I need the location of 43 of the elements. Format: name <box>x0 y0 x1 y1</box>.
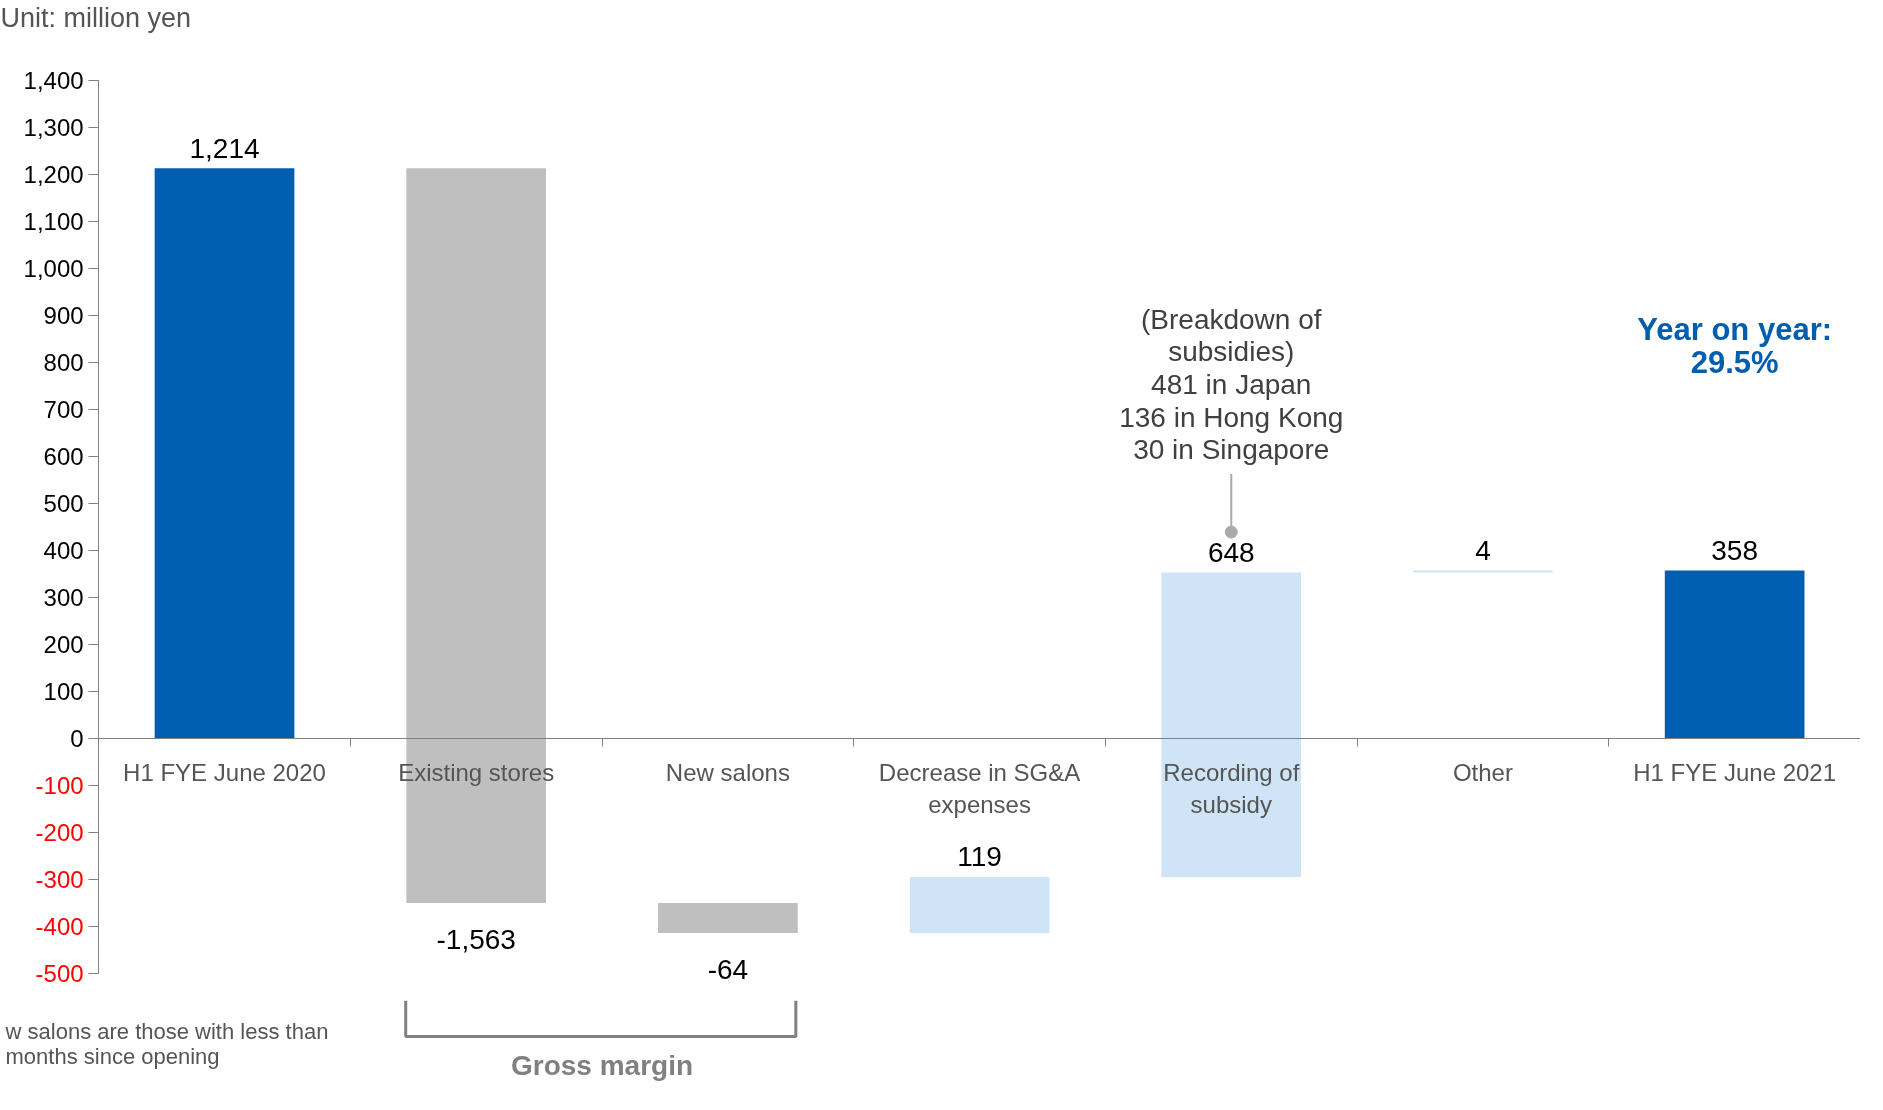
y-tick-label: 900 <box>43 302 84 330</box>
x-tick-label: Other <box>1452 758 1513 786</box>
y-tick-label: -100 <box>35 772 84 800</box>
data-label: 4 <box>1475 534 1491 566</box>
data-label: 119 <box>957 841 1002 873</box>
data-label: 358 <box>1711 534 1759 566</box>
y-tick-label: 0 <box>70 725 84 753</box>
data-label: -64 <box>707 953 749 985</box>
y-tick-label: 600 <box>43 443 84 471</box>
x-tick-label: H1 FYE June 2020 <box>123 758 326 786</box>
y-tick-label: -200 <box>35 819 84 847</box>
y-tick-label: 400 <box>43 537 84 565</box>
y-tick-label: 1,000 <box>23 255 84 283</box>
x-tick-label: New salons <box>665 758 790 786</box>
text: Gross margin <box>511 1049 694 1081</box>
x-tick-label: Decrease in SG&A expenses <box>878 758 1081 819</box>
text: Unit: million yen <box>0 3 192 34</box>
y-tick-label: -500 <box>35 960 84 988</box>
bar <box>909 877 1050 933</box>
data-label: -1,563 <box>436 923 516 955</box>
y-tick-label: -400 <box>35 913 84 941</box>
bar <box>154 168 295 739</box>
data-label: 648 <box>1207 536 1255 568</box>
annotation: (Breakdown of subsidies) 481 in Japan 136 in Hong Kong 30 in Singapore <box>1119 303 1344 466</box>
y-tick-label: 1,200 <box>23 161 84 189</box>
y-tick-label: 700 <box>43 396 84 424</box>
x-tick-label: H1 FYE June 2021 <box>1633 758 1837 786</box>
y-tick-label: 1,400 <box>23 67 84 95</box>
y-tick-label: 100 <box>43 678 84 706</box>
annotation: Year on year: 29.5% <box>1637 311 1833 381</box>
bar <box>658 902 798 933</box>
y-tick-label: 1,300 <box>23 114 84 142</box>
text: w salons are those with less than months since opening <box>4 1018 329 1069</box>
y-tick-label: 500 <box>43 490 84 518</box>
bar <box>1664 570 1805 739</box>
y-tick-label: 200 <box>43 631 84 659</box>
x-tick-label: Recording of subsidy <box>1163 758 1300 819</box>
y-tick-label: 1,100 <box>23 208 84 236</box>
data-label: 1,214 <box>189 132 260 164</box>
bar <box>1161 572 1302 878</box>
y-tick-label: -300 <box>35 866 84 894</box>
y-tick-label: 300 <box>43 584 84 612</box>
y-tick-label: 800 <box>43 349 84 377</box>
